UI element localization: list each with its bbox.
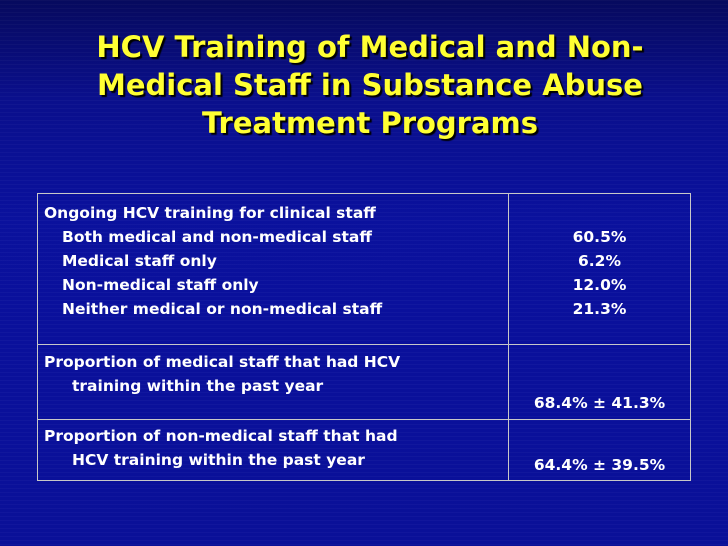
- table-row-medical-staff: Proportion of medical staff that had HCV…: [38, 345, 690, 420]
- ongoing-training-heading: Ongoing HCV training for clinical staff: [44, 204, 376, 222]
- medical-staff-label-line-1: Proportion of medical staff that had HCV: [44, 353, 401, 371]
- item-value-non-medical: 12.0%: [572, 276, 627, 294]
- medical-staff-value: 68.4% ± 41.3%: [533, 394, 666, 412]
- ongoing-training-values: 60.5% 6.2% 12.0% 21.3%: [508, 225, 691, 321]
- slide-title: HCV Training of Medical and Non- Medical…: [60, 28, 680, 142]
- item-label-both: Both medical and non-medical staff: [62, 228, 372, 246]
- item-label-medical: Medical staff only: [62, 252, 217, 270]
- item-value-neither: 21.3%: [572, 300, 627, 318]
- medical-staff-label: Proportion of medical staff that had HCV…: [44, 350, 504, 398]
- non-medical-staff-label: Proportion of non-medical staff that had…: [44, 424, 504, 472]
- title-line-1: HCV Training of Medical and Non-: [96, 30, 644, 64]
- item-label-neither: Neither medical or non-medical staff: [62, 300, 383, 318]
- item-value-medical: 6.2%: [578, 252, 621, 270]
- non-medical-staff-label-line-2: HCV training within the past year: [72, 451, 365, 469]
- ongoing-training-label: Ongoing HCV training for clinical staff …: [44, 201, 504, 321]
- item-value-both: 60.5%: [572, 228, 627, 246]
- title-line-3: Treatment Programs: [201, 106, 539, 140]
- table-row-ongoing-training: Ongoing HCV training for clinical staff …: [38, 194, 690, 345]
- item-label-non-medical: Non-medical staff only: [62, 276, 259, 294]
- title-line-2: Medical Staff in Substance Abuse: [97, 68, 643, 102]
- column-divider: [508, 194, 509, 480]
- medical-staff-label-line-2: training within the past year: [72, 377, 324, 395]
- non-medical-staff-label-line-1: Proportion of non-medical staff that had: [44, 427, 398, 445]
- training-table: Ongoing HCV training for clinical staff …: [37, 193, 691, 481]
- table-row-non-medical-staff: Proportion of non-medical staff that had…: [38, 420, 690, 482]
- non-medical-staff-value: 64.4% ± 39.5%: [533, 456, 666, 474]
